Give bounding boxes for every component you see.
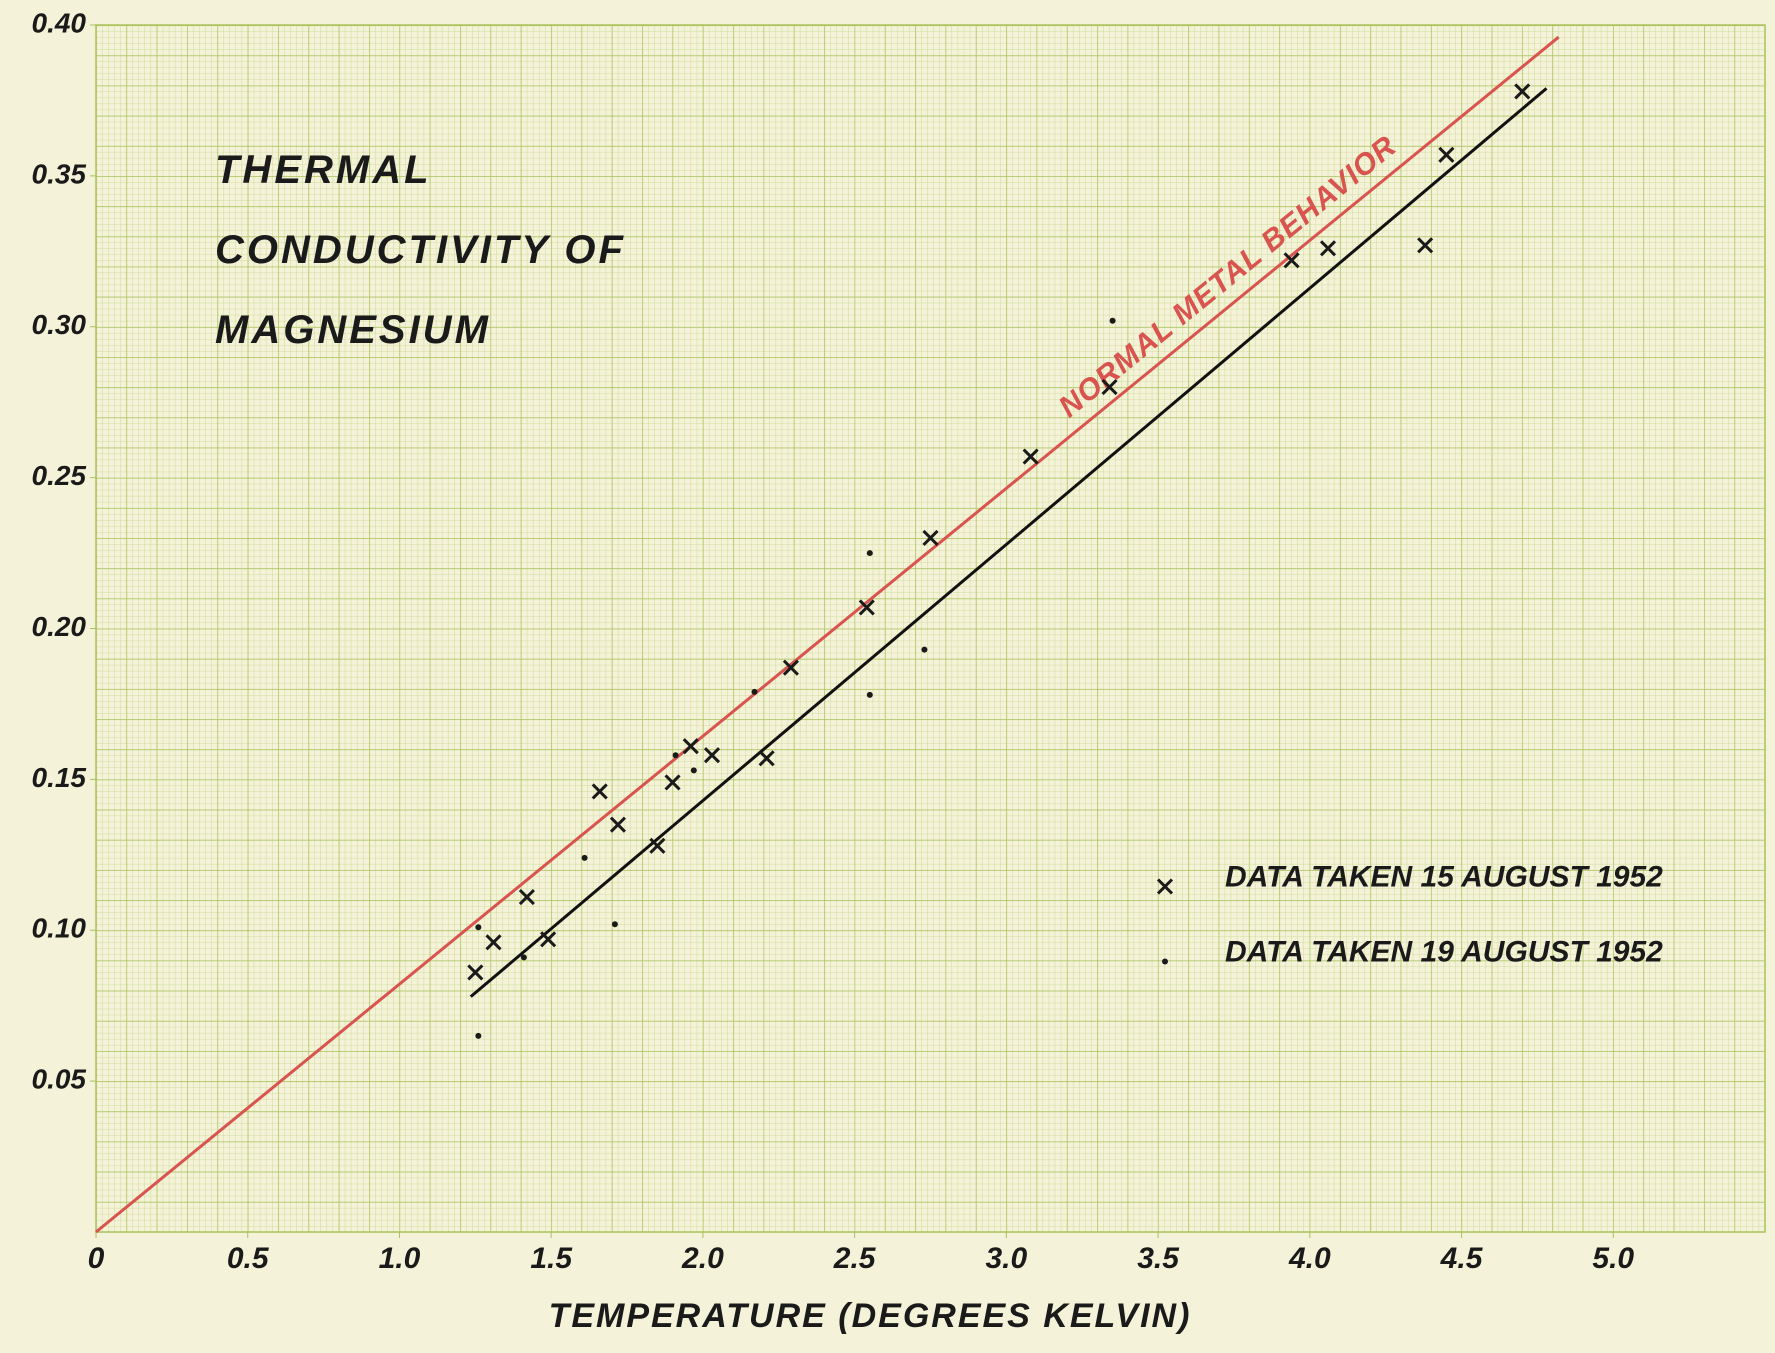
x-tick-label: 2.5 (833, 1242, 877, 1275)
x-tick-label: 1.5 (530, 1242, 573, 1275)
x-tick-label: 5.0 (1592, 1242, 1634, 1275)
dot-marker (921, 647, 927, 653)
dot-marker (1162, 959, 1168, 965)
dot-marker (612, 921, 618, 927)
page: Temperature (Degrees Kelvin) 0 0.5 1.0 1.5 2… (0, 0, 1775, 1348)
dot-marker (867, 692, 873, 698)
dot-marker (475, 1033, 481, 1039)
x-tick-label: 4.0 (1288, 1242, 1331, 1275)
dot-marker (673, 752, 679, 758)
dot-marker (521, 954, 527, 960)
legend-label: Data taken 15 August 1952 (1225, 860, 1663, 893)
y-tick-label: 0.05 (32, 1064, 87, 1095)
y-tick-label: 0.30 (32, 309, 87, 340)
dot-marker (867, 550, 873, 556)
dot-marker (475, 924, 481, 930)
x-tick-label: 2.0 (681, 1242, 724, 1275)
x-tick-label: 0.5 (227, 1242, 270, 1275)
y-tick-label: 0.25 (32, 460, 87, 491)
y-tick-label: 0.35 (32, 158, 87, 189)
dot-marker (582, 855, 588, 861)
legend-label: Data taken 19 August 1952 (1225, 935, 1663, 968)
x-tick-label: 3.0 (986, 1242, 1028, 1275)
x-tick-label: 4.5 (1440, 1242, 1484, 1275)
y-tick-label: 0.15 (32, 762, 87, 793)
chart-title: Thermal Conductivity of Magnesium (215, 130, 775, 370)
dot-marker (751, 689, 757, 695)
y-tick-label: 0.20 (32, 611, 87, 642)
x-tick-label: 0 (88, 1242, 105, 1275)
x-axis-label: Temperature (Degrees Kelvin) (549, 1297, 1192, 1335)
x-tick-label: 3.5 (1137, 1242, 1180, 1275)
dot-marker (691, 767, 697, 773)
x-tick-label: 1.0 (379, 1242, 421, 1275)
dot-marker (1110, 318, 1116, 324)
y-tick-label: 0.10 (32, 913, 87, 944)
y-tick-label: 0.40 (32, 7, 87, 38)
